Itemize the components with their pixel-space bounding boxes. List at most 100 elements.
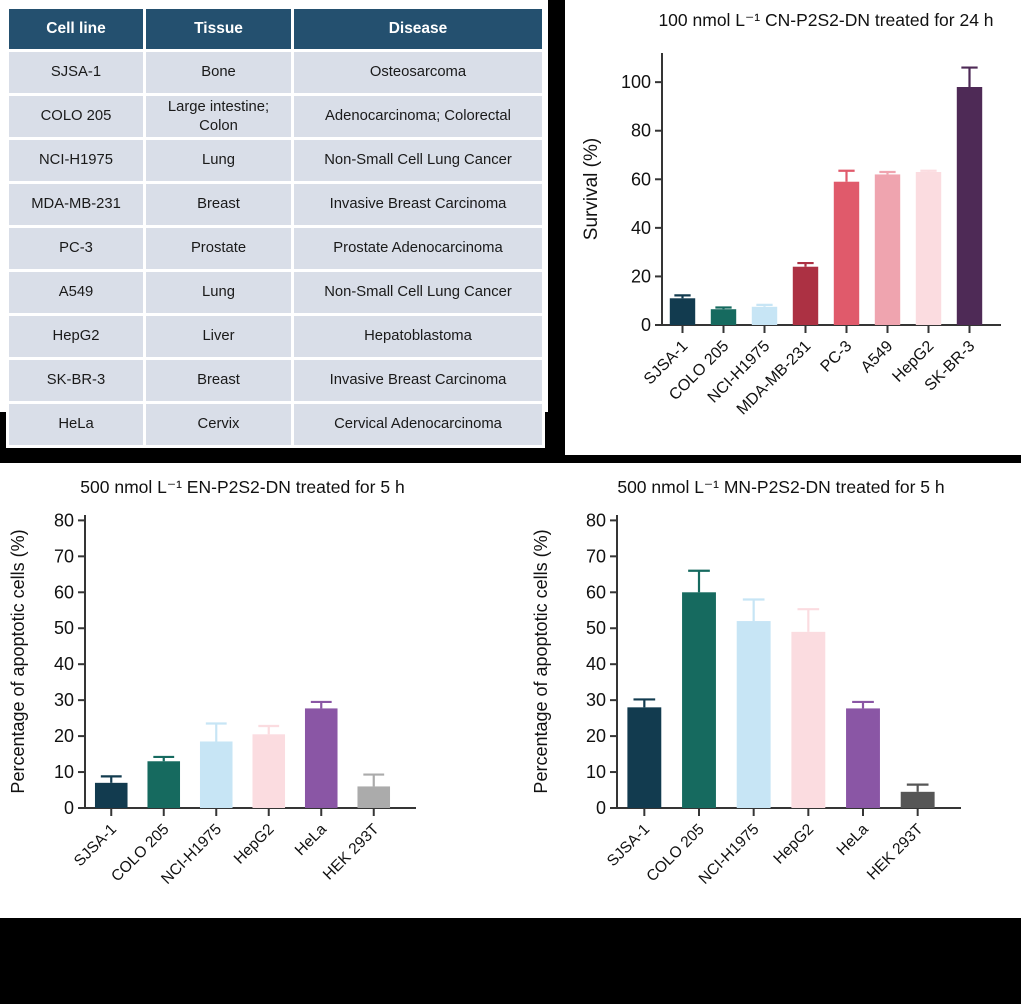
table-cell: SJSA-1 — [6, 49, 146, 96]
y-tick-label: 70 — [54, 546, 74, 566]
table-cell: NCI-H1975 — [6, 137, 146, 184]
bar-hela — [846, 708, 880, 808]
table-cell: Invasive Breast Carcinoma — [291, 181, 545, 228]
table-header-cell: Tissue — [143, 6, 294, 52]
y-tick-label: 0 — [596, 798, 606, 818]
table-cell: Hepatoblastoma — [291, 313, 545, 360]
table-cell: Lung — [143, 137, 294, 184]
y-tick-label: 50 — [586, 618, 606, 638]
bar-nci-h1975 — [199, 741, 233, 808]
y-tick-label: 20 — [631, 266, 651, 286]
en-apoptosis-chart: 500 nmol L⁻¹ EN-P2S2-DN treated for 5 h 0… — [8, 477, 416, 888]
table-row: A549 Lung Non-Small Cell Lung Cancer — [6, 269, 545, 316]
table-row: COLO 205 Large intestine; Colon Adenocarci… — [6, 93, 545, 140]
bar-sjsa-1 — [627, 707, 662, 808]
table-cell: Large intestine; Colon — [143, 93, 294, 140]
y-tick-label: 30 — [586, 690, 606, 710]
table-cell: Adenocarcinoma; Colorectal — [291, 93, 545, 140]
bar-colo-205 — [710, 309, 737, 325]
table-cell: Cervical Adenocarcinoma — [291, 401, 545, 448]
y-tick-label: 70 — [586, 546, 606, 566]
bar-hek-293t — [357, 786, 391, 808]
y-tick-label: 0 — [64, 798, 74, 818]
bar-sjsa-1 — [94, 782, 128, 808]
bar-hela — [304, 708, 338, 808]
table-cell: SK-BR-3 — [6, 357, 146, 404]
table-row: SJSA-1 Bone Osteosarcoma — [6, 49, 545, 96]
table-cell: Cervix — [143, 401, 294, 448]
table-row: NCI-H1975 Lung Non-Small Cell Lung Cancer — [6, 137, 545, 184]
y-axis-label: Percentage of apoptotic cells (%) — [531, 529, 551, 793]
table-row: MDA-MB-231 Breast Invasive Breast Carcinom… — [6, 181, 545, 228]
table-row: HepG2 Liver Hepatoblastoma — [6, 313, 545, 360]
table-cell: Breast — [143, 181, 294, 228]
chart-title: 500 nmol L⁻¹ MN-P2S2-DN treated for 5 h — [617, 477, 944, 497]
table-cell: HepG2 — [6, 313, 146, 360]
bar-colo-205 — [147, 761, 181, 808]
table-cell: HeLa — [6, 401, 146, 448]
bar-nci-h1975 — [736, 621, 771, 808]
x-tick-label: SJSA-1 — [604, 821, 653, 870]
table-cell: Invasive Breast Carcinoma — [291, 357, 545, 404]
table-cell: Liver — [143, 313, 294, 360]
y-tick-label: 80 — [631, 121, 651, 141]
mn-apoptosis-chart: 500 nmol L⁻¹ MN-P2S2-DN treated for 5 h 0… — [531, 477, 961, 888]
table-cell: Non-Small Cell Lung Cancer — [291, 269, 545, 316]
table-row: PC-3 Prostate Prostate Adenocarcinoma — [6, 225, 545, 272]
chart-title: 500 nmol L⁻¹ EN-P2S2-DN treated for 5 h — [80, 477, 404, 497]
chart-title: 100 nmol L⁻¹ CN-P2S2-DN treated for 24 h — [658, 10, 993, 30]
x-tick-label: HeLa — [292, 821, 330, 859]
y-tick-label: 10 — [586, 762, 606, 782]
table-cell: Osteosarcoma — [291, 49, 545, 96]
y-tick-label: 100 — [621, 72, 651, 92]
table-row: HeLa Cervix Cervical Adenocarcinoma — [6, 401, 545, 448]
x-tick-label: HeLa — [834, 821, 872, 859]
y-tick-label: 50 — [54, 618, 74, 638]
table-header-cell: Cell line — [6, 6, 146, 52]
table-header-cell: Disease — [291, 6, 545, 52]
x-tick-label: HEK 293T — [864, 820, 927, 883]
y-tick-label: 0 — [641, 315, 651, 335]
y-tick-label: 20 — [54, 726, 74, 746]
y-tick-label: 60 — [586, 582, 606, 602]
x-tick-label: PC-3 — [818, 338, 856, 376]
table-cell: MDA-MB-231 — [6, 181, 146, 228]
x-tick-label: A549 — [858, 338, 897, 377]
bar-a549 — [874, 174, 901, 325]
table-cell: A549 — [6, 269, 146, 316]
table-cell: PC-3 — [6, 225, 146, 272]
table-cell: Non-Small Cell Lung Cancer — [291, 137, 545, 184]
table-cell: Prostate — [143, 225, 294, 272]
y-axis-label: Survival (%) — [581, 138, 602, 240]
y-tick-label: 80 — [586, 510, 606, 530]
bar-hepg2 — [915, 172, 942, 325]
table-cell: Breast — [143, 357, 294, 404]
y-tick-label: 10 — [54, 762, 74, 782]
cell-line-table-panel: Cell line Tissue Disease SJSA-1 Bone Osteosa… — [0, 0, 548, 448]
x-tick-label: MDA-MB-231 — [734, 338, 815, 419]
bar-hek-293t — [900, 791, 935, 808]
bar-colo-205 — [682, 592, 716, 808]
y-tick-label: 40 — [54, 654, 74, 674]
bar-sjsa-1 — [669, 298, 696, 325]
x-tick-label: SJSA-1 — [71, 821, 120, 870]
survival-chart-panel: 100 nmol L⁻¹ CN-P2S2-DN treated for 24 h… — [565, 0, 1021, 455]
y-tick-label: 40 — [586, 654, 606, 674]
table-header-row: Cell line Tissue Disease — [6, 6, 545, 52]
bar-hepg2 — [252, 734, 286, 808]
y-tick-label: 30 — [54, 690, 74, 710]
y-tick-label: 60 — [631, 169, 651, 189]
cell-line-table: Cell line Tissue Disease SJSA-1 Bone Osteosa… — [6, 6, 545, 448]
bar-nci-h1975 — [751, 306, 778, 325]
x-tick-label: HepG2 — [770, 821, 817, 868]
y-tick-label: 80 — [54, 510, 74, 530]
y-tick-label: 40 — [631, 218, 651, 238]
bar-pc-3 — [833, 181, 860, 325]
x-tick-label: HEK 293T — [320, 820, 383, 883]
bar-sk-br-3 — [956, 87, 983, 325]
survival-chart: 100 nmol L⁻¹ CN-P2S2-DN treated for 24 h… — [581, 10, 1001, 419]
y-axis-label: Percentage of apoptotic cells (%) — [8, 529, 28, 793]
bar-mda-mb-231 — [792, 266, 819, 325]
table-cell: COLO 205 — [6, 93, 146, 140]
